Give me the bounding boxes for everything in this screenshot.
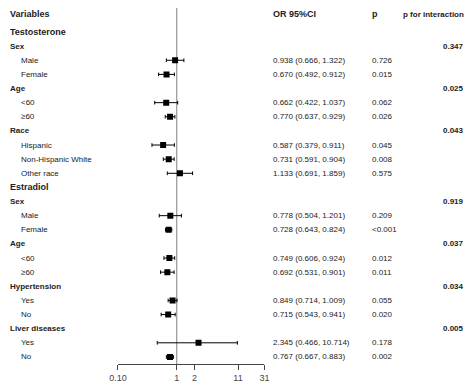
svg-text:Sex: Sex [10, 42, 25, 51]
svg-text:1: 1 [174, 373, 179, 383]
svg-text:0.10: 0.10 [109, 373, 127, 383]
svg-text:Male: Male [21, 211, 39, 220]
svg-text:0.575: 0.575 [372, 169, 393, 178]
svg-text:0.002: 0.002 [372, 352, 393, 361]
svg-text:Non-Hispanic White: Non-Hispanic White [21, 155, 92, 164]
svg-text:Age: Age [10, 239, 26, 248]
svg-text:Liver diseases: Liver diseases [10, 324, 66, 333]
svg-text:11: 11 [233, 373, 242, 383]
svg-text:Yes: Yes [21, 338, 34, 347]
svg-text:Race: Race [10, 126, 30, 135]
svg-text:0.919: 0.919 [443, 197, 464, 206]
svg-text:0.749 (0.606, 0.924): 0.749 (0.606, 0.924) [273, 254, 345, 263]
svg-text:<60: <60 [21, 98, 35, 107]
svg-text:0.726: 0.726 [372, 56, 393, 65]
svg-text:OR 95%CI: OR 95%CI [273, 9, 316, 19]
svg-text:Male: Male [21, 56, 39, 65]
svg-text:≥60: ≥60 [21, 112, 35, 121]
svg-text:Age: Age [10, 84, 26, 93]
svg-text:0.778 (0.504, 1.201): 0.778 (0.504, 1.201) [273, 211, 345, 220]
svg-text:No: No [21, 352, 32, 361]
svg-text:p: p [372, 9, 378, 19]
svg-text:0.849 (0.714, 1.009): 0.849 (0.714, 1.009) [273, 296, 345, 305]
svg-text:0.011: 0.011 [372, 268, 392, 277]
svg-text:0.728 (0.643, 0.824): 0.728 (0.643, 0.824) [273, 225, 345, 234]
svg-text:Yes: Yes [21, 296, 34, 305]
svg-text:≥60: ≥60 [21, 268, 35, 277]
svg-text:0.015: 0.015 [372, 70, 393, 79]
svg-text:0.026: 0.026 [372, 112, 393, 121]
svg-text:0.025: 0.025 [443, 84, 464, 93]
svg-text:0.043: 0.043 [443, 126, 464, 135]
svg-text:0.012: 0.012 [372, 254, 393, 263]
svg-text:2: 2 [192, 373, 197, 383]
svg-text:Hispanic: Hispanic [21, 141, 52, 150]
svg-text:Variables: Variables [10, 9, 50, 19]
svg-text:0.008: 0.008 [372, 155, 393, 164]
svg-text:0.347: 0.347 [443, 42, 464, 51]
svg-text:0.767 (0.667, 0.883): 0.767 (0.667, 0.883) [273, 352, 345, 361]
svg-text:0.055: 0.055 [372, 296, 393, 305]
svg-text:<0.001: <0.001 [372, 225, 397, 234]
svg-text:Estradiol: Estradiol [10, 182, 49, 192]
svg-text:0.715 (0.543, 0.941): 0.715 (0.543, 0.941) [273, 310, 345, 319]
svg-text:0.731 (0.591, 0.904): 0.731 (0.591, 0.904) [273, 155, 345, 164]
svg-text:0.020: 0.020 [372, 310, 393, 319]
svg-text:Female: Female [21, 225, 48, 234]
svg-text:0.770 (0.637, 0.929): 0.770 (0.637, 0.929) [273, 112, 345, 121]
svg-text:0.692 (0.531, 0.901): 0.692 (0.531, 0.901) [273, 268, 345, 277]
svg-text:Female: Female [21, 70, 48, 79]
svg-text:0.045: 0.045 [372, 141, 393, 150]
svg-text:0.005: 0.005 [443, 324, 464, 333]
svg-text:No: No [21, 310, 32, 319]
svg-text:0.938 (0.666, 1.322): 0.938 (0.666, 1.322) [273, 56, 345, 65]
svg-text:0.062: 0.062 [372, 98, 393, 107]
svg-text:0.178: 0.178 [372, 338, 393, 347]
svg-text:Hypertension: Hypertension [10, 282, 61, 291]
svg-text:Other race: Other race [21, 169, 59, 178]
svg-text:0.587 (0.379, 0.911): 0.587 (0.379, 0.911) [273, 141, 345, 150]
svg-text:1.133 (0.691, 1.859): 1.133 (0.691, 1.859) [273, 169, 345, 178]
svg-text:2.345 (0.466, 10.714): 2.345 (0.466, 10.714) [273, 338, 350, 347]
svg-text:0.037: 0.037 [443, 239, 464, 248]
svg-text:Testosterone: Testosterone [10, 27, 66, 37]
svg-text:0.670 (0.492, 0.912): 0.670 (0.492, 0.912) [273, 70, 345, 79]
svg-text:0.034: 0.034 [443, 282, 464, 291]
svg-text:0.662 (0.422, 1.037): 0.662 (0.422, 1.037) [273, 98, 345, 107]
svg-text:<60: <60 [21, 254, 35, 263]
svg-text:Sex: Sex [10, 197, 25, 206]
svg-text:0.209: 0.209 [372, 211, 393, 220]
svg-text:31: 31 [259, 373, 269, 383]
svg-text:p for interaction: p for interaction [403, 10, 464, 19]
